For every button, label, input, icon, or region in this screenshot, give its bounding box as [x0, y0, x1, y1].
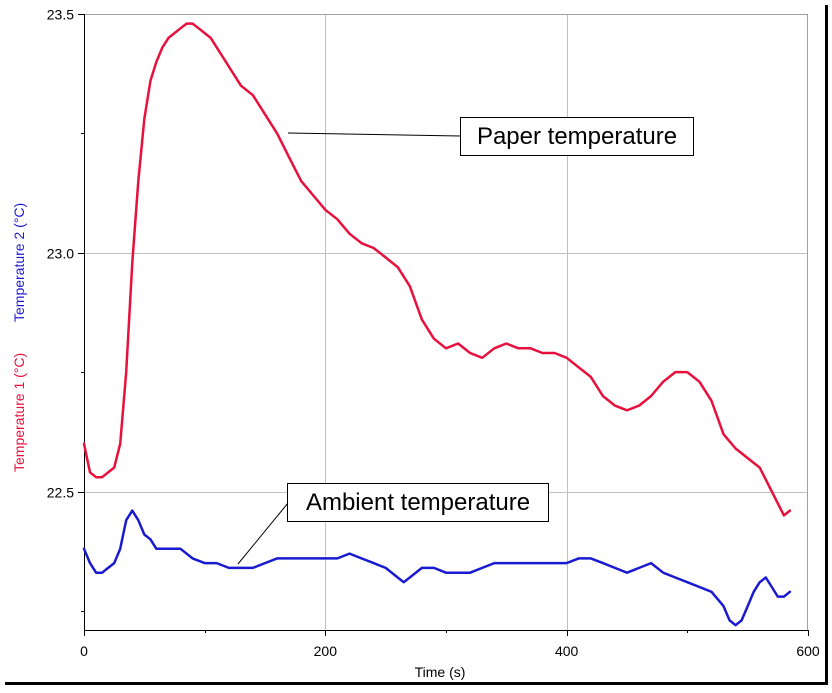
x-tick-label: 600 [796, 643, 820, 659]
x-tick-label: 0 [80, 643, 88, 659]
x-axis-label: Time (s) [415, 664, 466, 680]
x-tick-label: 200 [314, 643, 338, 659]
series-layer [82, 22, 792, 627]
annotation-paper-temperature: Paper temperature [287, 117, 694, 156]
annotation-ambient-temperature: Ambient temperature [237, 483, 549, 565]
series-line-temperature-2 [82, 509, 792, 627]
y-axis-label-temperature-2: Temperature 2 (°C) [11, 203, 27, 322]
annotation-label: Paper temperature [477, 123, 677, 150]
y-axis-label-temperature-1: Temperature 1 (°C) [11, 353, 27, 472]
x-tick-label: 400 [555, 643, 579, 659]
annotation-leader-line [287, 132, 461, 137]
y-tick-label: 23.0 [47, 246, 74, 262]
series-line-temperature-1 [82, 22, 792, 517]
y-tick-label: 23.5 [47, 7, 74, 23]
ticks: 0 200 400 600 22.5 23.0 23.5 [47, 7, 820, 660]
annotation-label: Ambient temperature [306, 489, 530, 516]
annotation-leader-line [237, 502, 289, 565]
y-tick-label: 22.5 [47, 485, 74, 501]
